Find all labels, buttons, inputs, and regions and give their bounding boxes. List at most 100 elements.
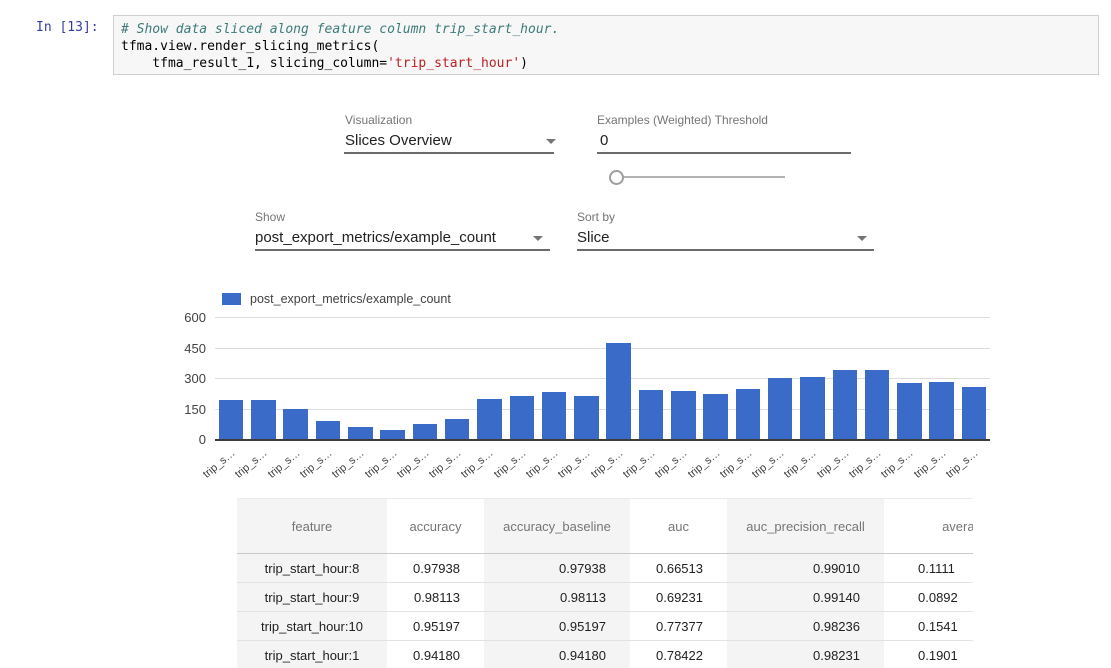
- bar[interactable]: [800, 377, 825, 439]
- bar-slot: [635, 317, 667, 439]
- bar[interactable]: [574, 395, 599, 439]
- bar-slot: [829, 317, 861, 439]
- bar[interactable]: [412, 424, 438, 439]
- bar[interactable]: [864, 369, 890, 439]
- column-header-accuracy[interactable]: accuracy: [387, 498, 484, 554]
- metric-cell: 0.98231: [727, 640, 884, 668]
- y-axis-tick: 0: [198, 432, 206, 447]
- metric-cell: 0.78422: [630, 640, 727, 668]
- bar[interactable]: [929, 381, 954, 439]
- threshold-input[interactable]: 0: [600, 132, 609, 149]
- column-header-feature[interactable]: feature: [237, 498, 387, 554]
- bar[interactable]: [509, 395, 535, 439]
- column-header-average_los[interactable]: average_los: [884, 498, 973, 554]
- visualization-underline: [344, 152, 554, 154]
- bar-slot: [893, 317, 925, 439]
- metric-cell: 0.77377: [630, 611, 727, 641]
- sort-label: Sort by: [577, 210, 616, 224]
- bar-slot: [958, 317, 990, 439]
- visualization-label: Visualization: [345, 113, 413, 127]
- table-row: trip_start_hour:10 0.95197 0.95197 0.77377 0…: [237, 611, 973, 641]
- column-header-accuracy_baseline[interactable]: accuracy_baseline: [484, 498, 630, 554]
- bar[interactable]: [218, 400, 244, 439]
- bar[interactable]: [283, 408, 308, 439]
- bar[interactable]: [767, 378, 793, 439]
- feature-cell: trip_start_hour:1: [237, 640, 387, 668]
- legend-label: post_export_metrics/example_count: [250, 292, 451, 306]
- metric-cell: 0.66513: [630, 553, 727, 583]
- bar[interactable]: [961, 386, 987, 439]
- threshold-slider-track[interactable]: [622, 176, 785, 178]
- visualization-select[interactable]: Slices Overview: [345, 132, 452, 149]
- code-comment: # Show data sliced along feature column …: [121, 22, 560, 37]
- threshold-slider-handle[interactable]: [609, 170, 624, 185]
- metric-cell: 0.99010: [727, 553, 884, 583]
- chevron-down-icon[interactable]: [857, 236, 867, 241]
- feature-cell: trip_start_hour:10: [237, 611, 387, 641]
- chevron-down-icon[interactable]: [546, 139, 556, 144]
- bar-slot: [764, 317, 796, 439]
- gridline: [215, 408, 990, 410]
- show-label: Show: [255, 210, 286, 224]
- bar[interactable]: [735, 388, 761, 439]
- y-axis-tick: 300: [184, 371, 206, 386]
- column-header-auc_precision_recall[interactable]: auc_precision_recall: [727, 498, 884, 554]
- gridline: [215, 317, 990, 318]
- chevron-down-icon[interactable]: [533, 236, 543, 241]
- show-metric-select[interactable]: post_export_metrics/example_count: [255, 229, 496, 246]
- metric-cell: 0.97938: [387, 553, 484, 583]
- bar-slot: [861, 317, 893, 439]
- bar[interactable]: [541, 391, 567, 439]
- string-literal: 'trip_start_hour': [387, 56, 521, 71]
- metrics-table-container: feature accuracy accuracy_baseline auc auc_p…: [237, 498, 973, 668]
- table-row: trip_start_hour:1 0.94180 0.94180 0.78422 0.…: [237, 640, 973, 668]
- bar[interactable]: [638, 389, 664, 439]
- metric-cell: 0.1541: [884, 611, 973, 641]
- metric-cell: 0.1111: [884, 553, 973, 583]
- bar-slot: [926, 317, 958, 439]
- bar-slot: [699, 317, 731, 439]
- bar[interactable]: [444, 419, 470, 439]
- sort-select[interactable]: Slice: [577, 229, 610, 246]
- bar[interactable]: [348, 427, 373, 439]
- metric-cell: 0.94180: [484, 640, 630, 668]
- table-body: trip_start_hour:8 0.97938 0.97938 0.66513 0.…: [237, 553, 973, 668]
- threshold-label: Examples (Weighted) Threshold: [597, 113, 768, 127]
- bar[interactable]: [380, 429, 405, 439]
- bar-slot: [796, 317, 828, 439]
- bar-slot: [344, 317, 376, 439]
- y-axis-tick: 600: [184, 310, 206, 325]
- bar-slot: [376, 317, 408, 439]
- table-header-row: feature accuracy accuracy_baseline auc auc_p…: [237, 498, 973, 554]
- metric-cell: 0.1901: [884, 640, 973, 668]
- metric-cell: 0.99140: [727, 582, 884, 612]
- metric-cell: 0.98113: [484, 582, 630, 612]
- feature-cell: trip_start_hour:8: [237, 553, 387, 583]
- legend-swatch: [222, 293, 241, 305]
- bar[interactable]: [251, 400, 276, 439]
- bar-slot: [603, 317, 635, 439]
- bar[interactable]: [477, 399, 502, 439]
- column-header-auc[interactable]: auc: [630, 498, 727, 554]
- show-underline: [255, 249, 550, 251]
- table-row: trip_start_hour:8 0.97938 0.97938 0.66513 0.…: [237, 553, 973, 583]
- bar-slot: [247, 317, 279, 439]
- bar[interactable]: [315, 420, 341, 439]
- bar[interactable]: [703, 394, 728, 439]
- bar[interactable]: [606, 343, 631, 439]
- bar[interactable]: [671, 391, 696, 439]
- cell-prompt: In [13]:: [36, 20, 99, 35]
- code-cell[interactable]: # Show data sliced along feature column …: [113, 15, 1099, 75]
- bar-slot: [473, 317, 505, 439]
- bar-slot: [280, 317, 312, 439]
- bar-slot: [312, 317, 344, 439]
- code-line: tfma.view.render_slicing_metrics(: [121, 39, 380, 54]
- y-axis: 600 450 300 150 0: [168, 310, 206, 447]
- bar[interactable]: [897, 382, 922, 439]
- metric-cell: 0.98236: [727, 611, 884, 641]
- metric-cell: 0.94180: [387, 640, 484, 668]
- bar-slot: [215, 317, 247, 439]
- bar[interactable]: [832, 369, 858, 439]
- sort-underline: [577, 249, 874, 251]
